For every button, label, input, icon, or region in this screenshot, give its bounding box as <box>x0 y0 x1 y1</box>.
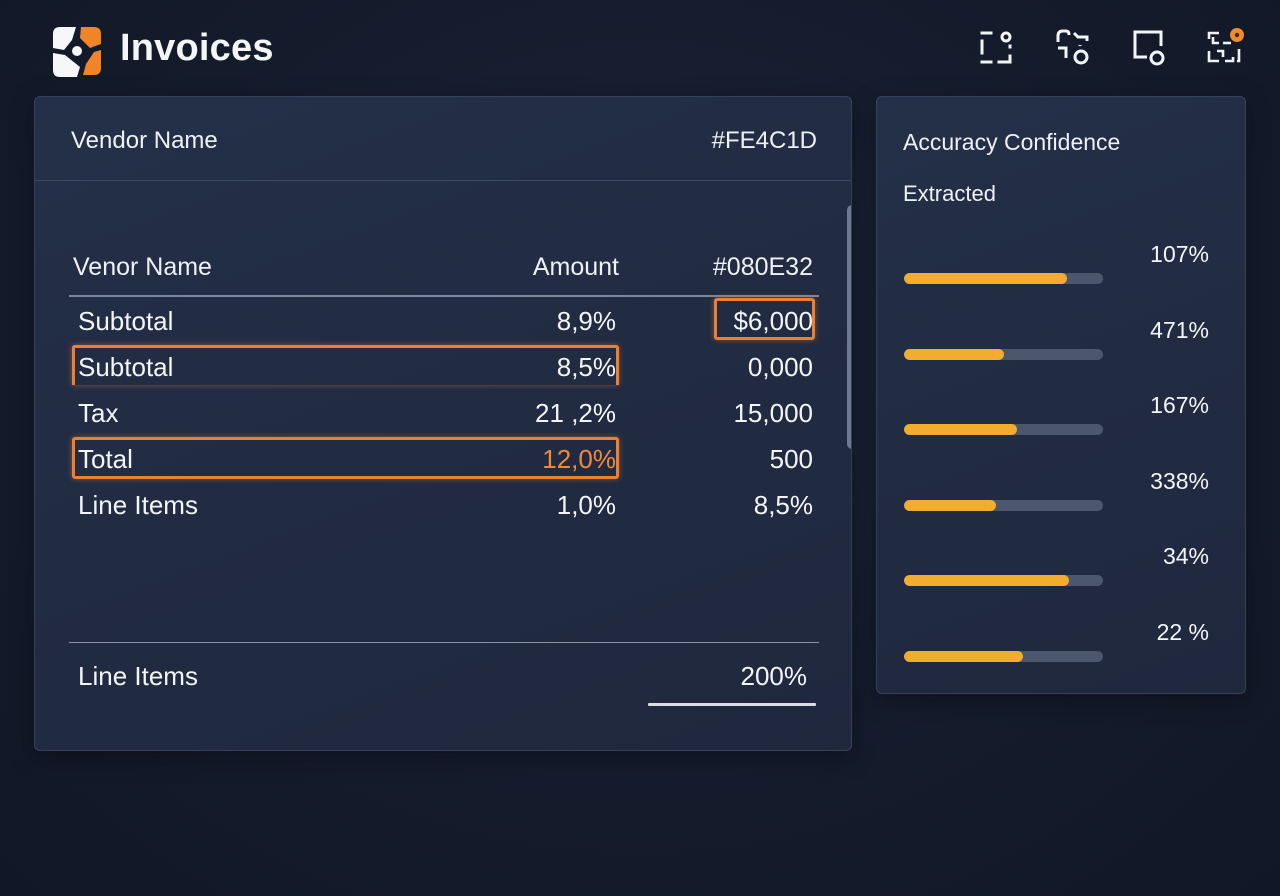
confidence-value: 338% <box>1150 467 1209 494</box>
row-value: 8,5% <box>753 490 813 520</box>
confidence-bar-fill <box>904 348 1004 360</box>
column-header-amount[interactable]: Amount <box>532 253 619 281</box>
row-label: Total <box>78 444 133 474</box>
highlight-cell-outline <box>714 298 815 340</box>
row-amount: 8,9% <box>556 306 616 336</box>
table-row[interactable]: Subtotal 8,5% 0,000 <box>69 343 819 389</box>
confidence-value: 107% <box>1150 241 1209 267</box>
confidence-item: 107% <box>877 241 1247 301</box>
confidence-bar-track <box>904 273 1103 284</box>
confidence-bar-track <box>904 650 1103 662</box>
confidence-panel: Accuracy Confidence Extracted 107% 471% 16… <box>876 96 1246 694</box>
detect-region-button[interactable] <box>1204 26 1246 68</box>
confidence-item: 167% <box>877 392 1247 452</box>
app-header: Invoices <box>0 0 1280 96</box>
invoice-table: Venor Name Amount #080E32 Subtotal 8,9% … <box>69 253 819 527</box>
confidence-bar-track <box>904 424 1103 435</box>
confidence-item: 338% <box>877 468 1247 528</box>
scan-region-button[interactable] <box>976 26 1018 68</box>
confidence-bar-fill <box>904 273 1068 284</box>
row-amount: 8,5% <box>556 352 616 382</box>
highlight-row-outline <box>72 437 619 479</box>
table-row[interactable]: Line Items 1,0% 8,5% <box>69 481 819 527</box>
confidence-value: 471% <box>1150 316 1209 343</box>
transform-shapes-icon <box>1056 29 1089 65</box>
column-header-code[interactable]: #080E32 <box>712 253 813 281</box>
row-amount: 12,0% <box>542 444 616 474</box>
confidence-bar-fill <box>904 424 1018 435</box>
app-logo-icon <box>53 27 101 77</box>
invoice-code: #FE4C1D <box>711 127 817 154</box>
row-value: $6,000 <box>733 306 813 336</box>
footer-value-underline <box>648 703 816 706</box>
confidence-bar-fill <box>904 499 996 511</box>
confidence-item: 34% <box>877 543 1247 603</box>
highlight-row-outline <box>72 345 619 385</box>
row-amount: 1,0% <box>556 490 616 520</box>
transform-button[interactable] <box>1052 26 1094 68</box>
row-value: 0,000 <box>747 352 813 382</box>
confidence-value: 22 % <box>1156 618 1209 645</box>
select-shape-button[interactable] <box>1128 26 1170 68</box>
invoice-panel: Vendor Name #FE4C1D Venor Name Amount #0… <box>34 96 852 751</box>
row-label: Subtotal <box>78 306 174 336</box>
invoice-panel-header: Vendor Name #FE4C1D <box>35 97 851 181</box>
table-row[interactable]: Subtotal 8,9% $6,000 <box>69 297 819 343</box>
detect-region-badge-icon <box>1207 28 1244 63</box>
table-row[interactable]: Tax 21 ,2% 15,000 <box>69 389 819 435</box>
footer-value: 200% <box>740 661 808 691</box>
confidence-value: 34% <box>1162 543 1209 569</box>
confidence-value: 167% <box>1150 392 1209 418</box>
row-label: Tax <box>78 398 119 428</box>
confidence-subtitle: Extracted <box>903 181 996 206</box>
scan-region-icon <box>980 31 1012 64</box>
footer-label: Line Items <box>78 661 198 691</box>
app-title: Invoices <box>120 27 274 69</box>
shape-select-icon <box>1133 30 1165 66</box>
table-row[interactable]: Total 12,0% 500 <box>69 435 819 481</box>
row-value: 15,000 <box>733 398 813 428</box>
toolbar <box>976 26 1246 68</box>
confidence-bar-fill <box>904 575 1070 586</box>
row-amount: 21 ,2% <box>535 398 616 428</box>
confidence-bar-track <box>904 575 1103 586</box>
confidence-bar-track <box>904 499 1103 511</box>
confidence-item: 471% <box>877 317 1247 377</box>
footer-divider <box>69 642 819 643</box>
confidence-bar-track <box>904 348 1103 360</box>
confidence-item: 22 % <box>877 619 1247 679</box>
confidence-title: Accuracy Confidence <box>903 129 1121 155</box>
row-label: Line Items <box>78 490 198 520</box>
vendor-name-label: Vendor Name <box>71 127 218 154</box>
confidence-bar-fill <box>904 650 1024 662</box>
table-header: Venor Name Amount #080E32 <box>69 253 819 297</box>
row-value: 500 <box>769 444 813 474</box>
column-header-vendor[interactable]: Venor Name <box>73 253 212 281</box>
row-label: Subtotal <box>78 352 174 382</box>
scrollbar-thumb[interactable] <box>847 205 851 449</box>
